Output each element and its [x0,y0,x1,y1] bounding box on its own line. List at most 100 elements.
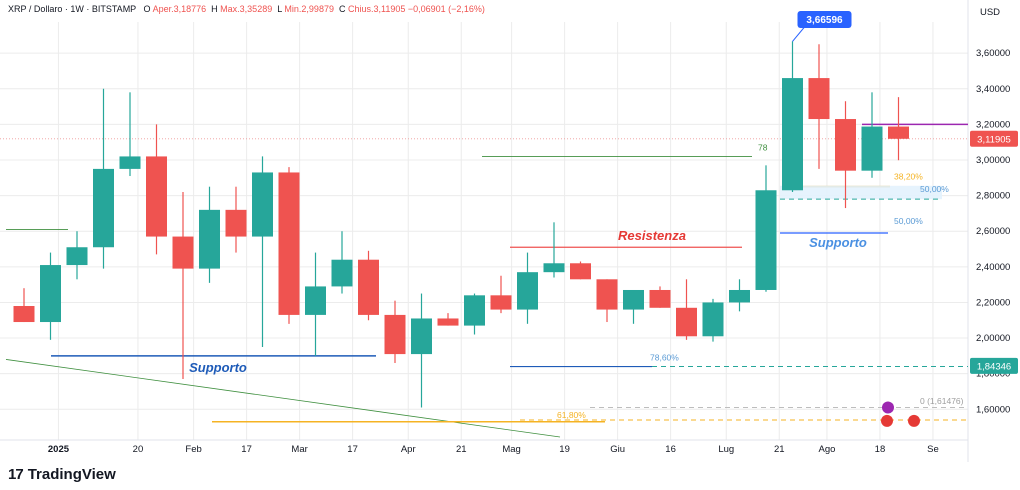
candle-body [146,156,167,237]
candle[interactable] [119,92,141,177]
candle-body [40,265,61,323]
x-tick-label: 17 [241,444,252,455]
candle[interactable] [623,289,644,324]
candle-body [517,272,538,310]
x-tick-label: 19 [559,444,570,455]
candle[interactable] [13,288,35,323]
candle[interactable] [782,41,803,193]
candle[interactable] [835,101,856,209]
candle-body [305,286,326,315]
tradingview-logo: 17 TradingView [8,466,116,483]
candle-body [66,247,88,266]
level-price-tag-label: 1,84346 [977,361,1011,372]
candle[interactable] [252,156,273,347]
grid-lines [0,0,969,462]
current-price-tag-label: 3,11905 [977,134,1011,145]
candles-layer [13,41,909,408]
fib-label: 0 (1,61476) [920,396,964,406]
chart-labels: Supporto Supporto Resistenza 61,80% 78,60% 78… [189,11,964,427]
chart-drawings [0,123,968,438]
chart-header: XRP / Dollaro · 1W · BITSTAMP O Aper.3,1… [8,4,485,14]
candle-body [623,289,644,310]
current-price-tag[interactable] [970,130,1018,147]
candle[interactable] [755,165,777,292]
close-value: Chius.3,11905 −0,06901 (−2,16%) [348,4,485,14]
candle[interactable] [331,231,353,294]
candle-body [570,263,591,280]
candle[interactable] [146,124,167,255]
candle[interactable] [570,261,591,280]
candle[interactable] [384,300,406,363]
y-tick-label: 1,80000 [976,369,1010,380]
candle-body [676,307,697,337]
candle[interactable] [305,252,326,356]
candle[interactable] [649,286,671,308]
candle-body [755,190,777,290]
candle-body [835,119,856,171]
candle[interactable] [808,44,830,169]
x-tick-label: 21 [456,444,467,455]
flag-icon[interactable] [881,414,893,427]
candle-body [543,263,565,273]
candle[interactable] [888,97,909,161]
time-axis[interactable]: 2025 20 Feb 17 Mar 17 Apr 21 Mag 19 Giu 16 Lug 21 Ago 1… [48,444,939,455]
candle-body [411,318,432,355]
ath-tag[interactable] [797,11,852,28]
price-axis[interactable]: 3,60000 3,40000 3,20000 3,00000 2,80000 2,600… [970,48,1018,415]
candle-body [808,78,830,120]
x-tick-label: Lug [718,444,734,455]
x-tick-label: 16 [665,444,676,455]
candle-body [278,172,300,315]
x-tick-label: Se [927,444,939,455]
candle[interactable] [411,293,432,408]
fib-label: 38,20% [894,172,923,182]
candle-body [13,306,35,323]
candle[interactable] [596,279,618,323]
candle-body [437,318,459,326]
x-tick-label: 18 [875,444,886,455]
candle[interactable] [437,313,459,326]
candle[interactable] [702,298,724,342]
x-tick-label: Apr [401,444,416,455]
candle-body [252,172,273,237]
candle[interactable] [676,279,697,340]
candle-body [861,126,883,171]
y-tick-label: 2,40000 [976,262,1010,273]
candle[interactable] [464,293,485,335]
candle[interactable] [225,186,247,253]
y-tick-label: 3,00000 [976,155,1010,166]
candle[interactable] [543,222,565,278]
level-price-tag[interactable] [970,357,1018,374]
descending-trendline [5,359,561,438]
candle[interactable] [40,252,61,340]
y-tick-label: 2,20000 [976,297,1010,308]
candle-body [782,78,803,191]
candle[interactable] [358,250,379,321]
fib-label: 78,60% [650,353,679,363]
candle-body [93,168,114,248]
candle[interactable] [729,279,750,312]
tradingview-logo-icon: 17 [8,466,24,483]
fib-label: 78 [758,142,768,152]
candle[interactable] [490,275,512,314]
x-tick-label: Giu [610,444,625,455]
candle[interactable] [861,92,883,178]
lightning-icon[interactable] [882,401,894,414]
high-label: H [211,4,218,14]
y-tick-label: 2,80000 [976,191,1010,202]
candle[interactable] [278,167,300,324]
y-tick-label: 3,40000 [976,84,1010,95]
ath-tag-label: 3,66596 [806,15,843,26]
flag-icon[interactable] [908,414,920,427]
candle[interactable] [93,88,114,269]
candle[interactable] [66,231,88,280]
resistance-annotation: Resistenza [618,228,686,243]
candle[interactable] [199,186,220,283]
x-tick-label: Feb [185,444,201,455]
candle[interactable] [172,192,194,380]
candle[interactable] [517,252,538,324]
candle-body [490,295,512,310]
fib-label: 50,00% [920,184,949,194]
x-tick-label: Ago [818,444,835,455]
